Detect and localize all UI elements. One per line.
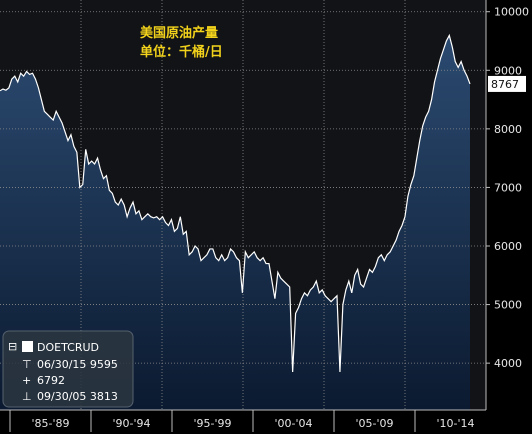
x-period-label-1: '90-'94 <box>112 417 150 430</box>
legend-low: 09/30/05 3813 <box>37 390 118 403</box>
last-value-callout: 8767 <box>488 75 526 92</box>
chart-title: 美国原油产量 <box>140 25 218 41</box>
x-period-label-3: '00-'04 <box>274 417 312 430</box>
grid-layer <box>0 0 486 410</box>
legend-high: 06/30/15 9595 <box>37 358 118 371</box>
y-tick-label-5: 9000 <box>494 64 522 77</box>
x-period-label-0: '85-'89 <box>31 417 69 430</box>
legend-avg-icon: + <box>22 374 31 387</box>
y-tick-label-3: 7000 <box>494 181 522 194</box>
x-period-label-4: '05-'09 <box>355 417 393 430</box>
legend-low-icon: ⊥ <box>22 390 32 403</box>
y-tick-label-4: 8000 <box>494 123 522 136</box>
x-period-label-2: '95-'99 <box>193 417 231 430</box>
last-value-box <box>488 75 526 92</box>
legend-swatch <box>22 341 33 352</box>
y-tick-label-1: 5000 <box>494 299 522 312</box>
y-tick-label-2: 6000 <box>494 240 522 253</box>
series-area <box>0 35 470 410</box>
line-layer <box>0 33 471 372</box>
last-value-label: 8767 <box>491 78 519 91</box>
x-period-label-5: '10-'14 <box>436 417 474 430</box>
legend-series-code: DOETCRUD <box>37 341 99 354</box>
x-label-layer: '85-'89 '90-'94 '95-'99 '00-'04 '05-'09 '10-'… <box>9 410 475 432</box>
legend-collapse-icon[interactable]: ⊟ <box>8 340 17 353</box>
chart-subtitle: 单位：千桶/日 <box>140 44 223 60</box>
legend[interactable]: ⊟ DOETCRUD ⊤ 06/30/15 9595 + 6792 ⊥ 09/3… <box>2 330 134 408</box>
legend-avg: 6792 <box>37 374 65 387</box>
y-tick-layer: 4000 5000 6000 7000 8000 9000 10000 <box>486 6 529 370</box>
y-tick-label-6: 10000 <box>494 6 529 19</box>
series-line-doetcrud <box>0 33 471 372</box>
legend-high-icon: ⊤ <box>22 358 32 371</box>
y-tick-label-0: 4000 <box>494 357 522 370</box>
area-layer <box>0 35 470 410</box>
legend-box <box>2 330 134 408</box>
